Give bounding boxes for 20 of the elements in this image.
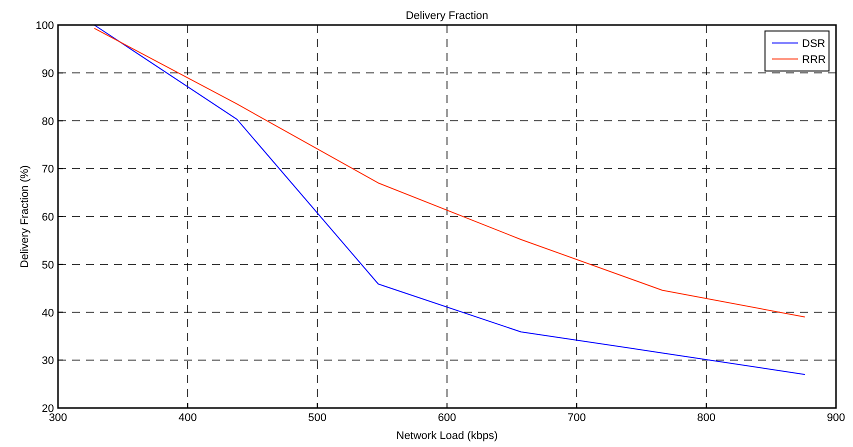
- y-tick-label: 70: [42, 164, 54, 176]
- x-tick-label: 600: [438, 412, 456, 424]
- x-tick-label: 900: [826, 412, 846, 424]
- y-tick-label: 30: [42, 355, 54, 368]
- y-tick-label: 60: [42, 212, 54, 224]
- y-tick-label: 100: [36, 20, 54, 32]
- y-tick-label: 50: [42, 259, 54, 272]
- x-tick-label: 500: [308, 412, 327, 424]
- y-tick-label: 90: [42, 68, 54, 80]
- y-tick-label: 40: [42, 307, 54, 320]
- x-tick-label: 400: [178, 412, 197, 424]
- x-tick-label: 800: [697, 412, 716, 424]
- legend-label: RRR: [802, 54, 826, 66]
- y-tick-label: 80: [42, 116, 54, 128]
- chart-title: Delivery Fraction: [406, 10, 488, 22]
- legend-label: DSR: [802, 38, 826, 50]
- y-axis-title: Delivery Fraction (%): [19, 165, 31, 268]
- x-tick-label: 700: [567, 412, 586, 424]
- x-tick-label: 300: [48, 412, 68, 424]
- x-axis-title: Network Load (kbps): [396, 430, 498, 442]
